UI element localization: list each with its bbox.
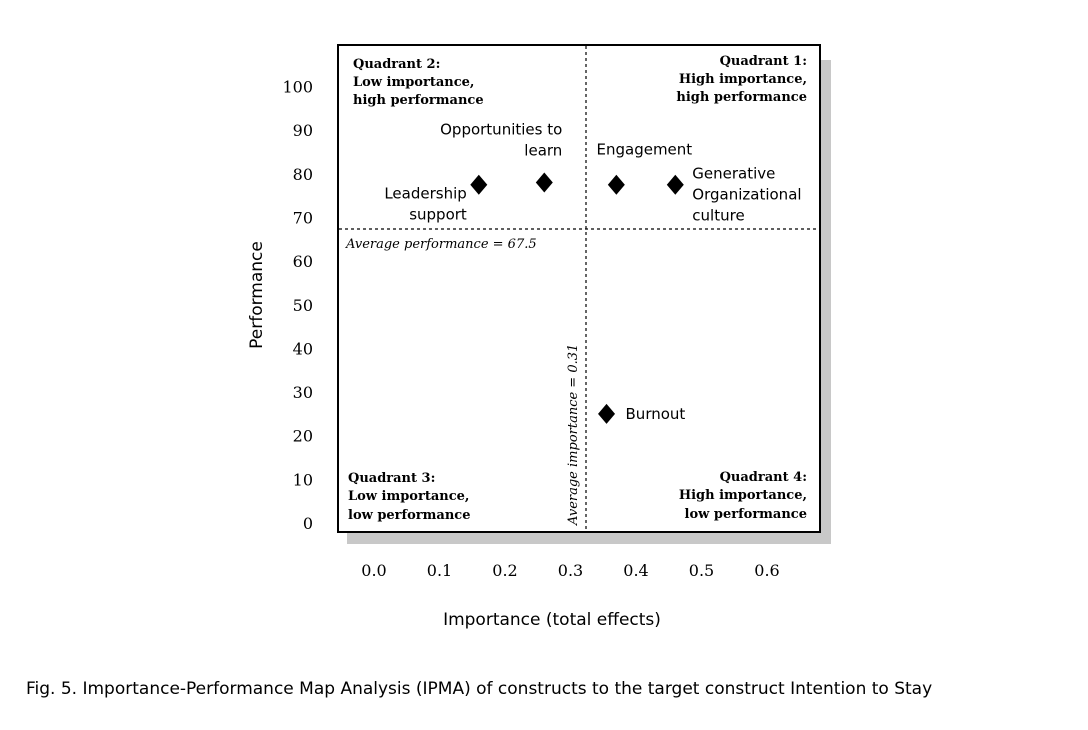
data-point-label: Engagement [597,141,693,159]
y-tick-label: 100 [282,78,313,97]
data-point-marker [607,174,625,195]
quadrant-1-label: Quadrant 1: High importance, high perfor… [676,54,807,105]
figure-caption: Fig. 5. Importance-Performance Map Analy… [26,679,932,699]
svg-text:High importance,: High importance, [679,488,807,503]
x-tick-label: 0.0 [361,561,386,580]
svg-text:low performance: low performance [348,508,470,523]
data-point-labels: Leadership support Opportunities to learn En… [384,121,801,423]
svg-text:high performance: high performance [676,90,807,105]
quadrant-2-label: Quadrant 2: Low importance, high perform… [353,57,484,108]
x-tick-label: 0.6 [754,561,779,580]
y-tick-label: 40 [293,339,313,358]
x-tick-label: 0.1 [427,561,452,580]
y-tick-label: 60 [293,252,313,271]
data-point-label: Generative [692,165,775,183]
x-tick-label: 0.2 [492,561,517,580]
data-point-marker [598,403,616,424]
y-tick-label: 50 [293,296,313,315]
quadrant-4-label: Quadrant 4: High importance, low perform… [679,470,807,522]
data-point-label: culture [692,207,744,225]
quadrant-3-label: Quadrant 3: Low importance, low performa… [348,471,470,523]
data-points [470,172,684,424]
y-tick-label: 20 [293,427,313,446]
x-tick-labels: 0.0 0.1 0.2 0.3 0.4 0.5 0.6 [361,561,779,580]
y-tick-labels: 0 10 20 30 40 50 60 70 80 90 100 [282,78,313,534]
avg-importance-label: Average importance = 0.31 [566,344,581,526]
x-tick-label: 0.4 [623,561,648,580]
plot-frame [337,44,821,533]
svg-text:high performance: high performance [353,93,484,108]
svg-text:Quadrant 3:: Quadrant 3: [348,471,435,486]
data-point-marker [666,174,684,195]
data-point-marker [535,172,553,193]
svg-text:Quadrant 1:: Quadrant 1: [720,54,807,69]
data-point-label: Burnout [626,405,686,423]
y-tick-label: 30 [293,383,313,402]
svg-text:low performance: low performance [685,507,807,522]
data-point-label: learn [524,142,562,160]
svg-text:Low importance,: Low importance, [348,489,469,504]
data-point-label: Leadership [384,185,466,203]
y-tick-label: 10 [293,470,313,489]
y-tick-label: 0 [303,514,313,533]
x-axis-title: Importance (total effects) [443,610,661,630]
y-tick-label: 80 [293,165,313,184]
y-tick-label: 90 [293,121,313,140]
svg-text:Low importance,: Low importance, [353,75,474,90]
x-tick-label: 0.5 [689,561,714,580]
y-axis-title: Performance [247,241,267,349]
data-point-marker [470,174,488,195]
svg-text:High importance,: High importance, [679,72,807,87]
data-point-label: Opportunities to [440,121,562,139]
avg-performance-label: Average performance = 67.5 [345,237,537,252]
svg-text:Quadrant 4:: Quadrant 4: [720,470,807,485]
data-point-label: support [409,206,467,224]
x-tick-label: 0.3 [558,561,583,580]
y-tick-label: 70 [293,208,313,227]
svg-text:Quadrant 2:: Quadrant 2: [353,57,440,72]
data-point-label: Organizational [692,186,801,204]
